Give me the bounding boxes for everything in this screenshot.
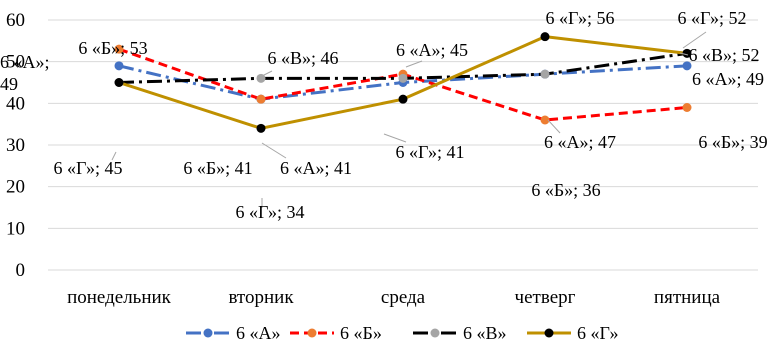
data-label: 6 «Б»; 39 <box>698 132 767 152</box>
data-label: 6 «В»; 52 <box>688 45 759 65</box>
leader-line <box>682 31 707 49</box>
legend-swatch-marker <box>544 328 554 338</box>
data-label: 6 «А»; 47 <box>544 132 616 152</box>
data-label: 6 «В»; 46 <box>267 48 338 68</box>
data-label: 6 «А»; 45 <box>396 40 468 60</box>
y-tick-label: 60 <box>6 10 25 31</box>
legend: 6 «А» 6 «Б» 6 «В» 6 «Г» <box>186 323 618 343</box>
leader-line <box>679 52 689 56</box>
x-tick-label: среда <box>381 287 426 308</box>
data-point <box>114 44 124 54</box>
x-tick-label: вторник <box>228 287 294 308</box>
y-tick-label: 10 <box>6 218 25 239</box>
data-label: 6 «Г»; 52 <box>678 8 747 28</box>
data-point <box>398 94 408 104</box>
data-label: 6 «Г»; 34 <box>236 202 305 222</box>
data-labels: 6 «Б»; 53 6 «А»; 49 6 «Г»; 45 6 «Б»; 41 6 «В»… <box>0 8 768 222</box>
data-point <box>540 69 550 79</box>
data-label: 6 «Г»; 45 <box>54 158 123 178</box>
data-point <box>540 115 550 125</box>
data-label: 6 «А»; 49 <box>0 52 50 94</box>
legend-label: 6 «В» <box>463 323 507 343</box>
data-label: 6 «Б»; 53 <box>78 38 147 58</box>
leader-line <box>261 70 273 77</box>
data-point <box>682 48 692 58</box>
data-point <box>114 61 124 71</box>
data-point <box>682 103 692 112</box>
data-label: 6 «Г»; 56 <box>546 8 615 28</box>
x-tick-label: четверг <box>515 287 576 308</box>
data-label: 6 «А»; 49 <box>692 69 764 89</box>
data-label: 6 «Б»; 36 <box>531 180 600 200</box>
leader-line <box>261 142 287 159</box>
x-tick-label: пятница <box>654 287 721 308</box>
legend-label: 6 «Б» <box>340 323 382 343</box>
label-leader-lines <box>111 31 707 208</box>
y-tick-label: 20 <box>6 177 25 198</box>
series-markers <box>114 32 692 133</box>
legend-swatch-marker <box>307 328 317 338</box>
y-tick-label: 40 <box>6 93 25 114</box>
legend-label: 6 «Г» <box>577 323 618 343</box>
data-label: 6 «Б»; 41 <box>183 158 252 178</box>
y-axis: 0 10 20 30 40 50 60 <box>6 10 25 281</box>
legend-label: 6 «А» <box>236 323 281 343</box>
y-tick-label: 50 <box>6 52 25 73</box>
data-label: 6 «Г»; 41 <box>396 142 465 162</box>
legend-swatch-marker <box>203 328 213 338</box>
data-point <box>398 73 408 83</box>
y-tick-label: 30 <box>6 135 25 156</box>
data-point <box>256 73 266 83</box>
legend-swatch-marker <box>430 328 440 338</box>
leader-line <box>111 151 117 161</box>
x-tick-label: понедельник <box>67 287 172 308</box>
leader-line <box>547 119 561 134</box>
data-label: 6 «А»; 41 <box>280 158 352 178</box>
data-point <box>114 78 124 87</box>
y-tick-label: 0 <box>16 260 26 281</box>
x-axis: понедельник вторник среда четверг пятница <box>67 287 721 308</box>
data-point <box>256 123 266 133</box>
leader-line <box>383 133 407 143</box>
data-point <box>256 94 266 104</box>
data-point <box>540 32 550 42</box>
data-point <box>682 61 692 71</box>
leader-line <box>405 60 423 68</box>
